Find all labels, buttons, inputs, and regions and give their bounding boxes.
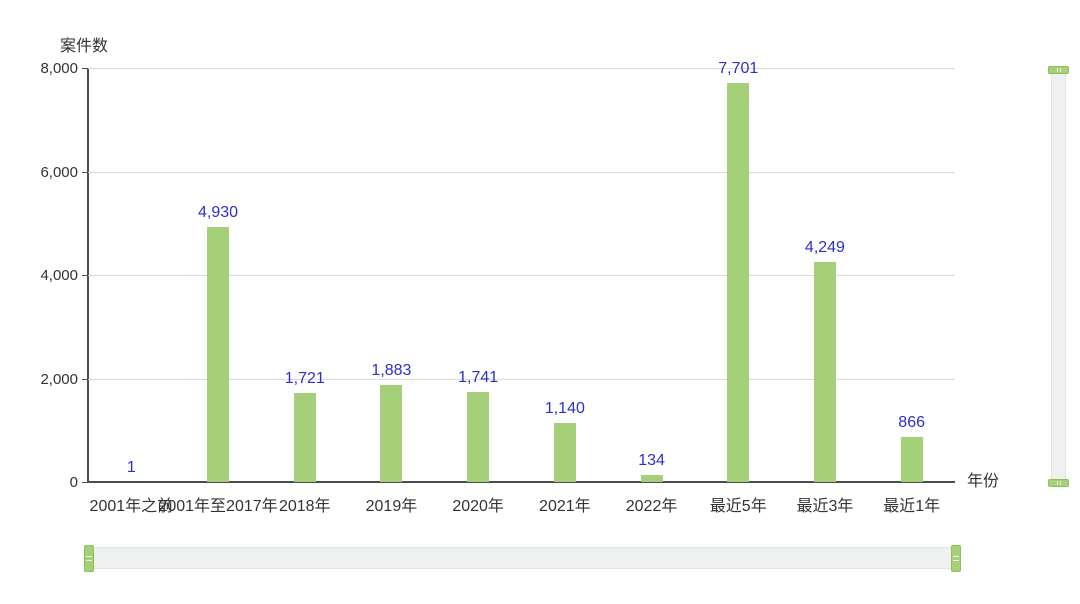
y-axis-tick-mark [82, 171, 88, 173]
bar-最近3年 [813, 262, 836, 482]
bar-value-label: 1,883 [371, 361, 412, 379]
bar-最近1年 [900, 437, 923, 482]
bar-2001年至2017年 [207, 226, 230, 482]
x-axis-title: 年份 [967, 473, 1000, 490]
datazoom-vertical-bottom-handle[interactable] [1048, 479, 1069, 487]
bar-2020年 [467, 391, 490, 482]
y-axis-tick-label: 8,000 [40, 60, 78, 77]
bar-value-label: 1,741 [458, 368, 499, 386]
y-axis-tick-mark [82, 275, 88, 276]
x-axis-tick-label: 最近1年 [883, 498, 941, 515]
bar-value-label: 1 [126, 458, 136, 476]
bar-2018年 [293, 392, 316, 482]
y-axis-tick-label: 2,000 [40, 370, 78, 388]
datazoom-slider-horizontal[interactable] [88, 547, 956, 569]
y-axis-tick-label: 6,000 [40, 163, 78, 181]
bar-value-label: 4,930 [198, 203, 239, 221]
x-axis-line [87, 481, 955, 483]
bar-value-label: 1,140 [544, 400, 585, 417]
datazoom-horizontal-left-handle[interactable] [84, 545, 94, 572]
datazoom-slider-vertical[interactable] [1051, 70, 1066, 483]
y-axis-title: 案件数 [60, 38, 109, 55]
bar-2022年 [640, 475, 663, 482]
x-axis-tick-label: 2001年至2017年 [158, 498, 278, 515]
gridline [88, 378, 955, 380]
bar-value-label: 866 [898, 414, 925, 432]
x-axis-tick-label: 2019年 [365, 498, 418, 515]
bar-value-label: 1,721 [284, 369, 325, 387]
bar-value-label: 134 [638, 452, 665, 470]
y-axis-tick-label: 4,000 [40, 267, 78, 284]
bar-最近5年 [727, 83, 750, 482]
x-axis-tick-label: 最近5年 [709, 498, 767, 515]
x-axis-tick-label: 2001年之前 [89, 498, 174, 515]
x-axis-tick-label: 2022年 [625, 498, 678, 515]
bar-2021年 [553, 423, 576, 482]
bar-value-label: 4,249 [804, 239, 845, 257]
y-axis-tick-mark [82, 378, 88, 380]
y-axis-tick-label: 0 [69, 474, 78, 491]
plot-area [88, 68, 955, 482]
bar-2019年 [380, 384, 403, 482]
datazoom-vertical-top-handle[interactable] [1048, 66, 1069, 74]
x-axis-tick-label: 最近3年 [796, 498, 854, 515]
x-axis-tick-label: 2018年 [278, 498, 331, 515]
x-axis-tick-label: 2021年 [539, 498, 591, 515]
y-axis-tick-mark [82, 68, 88, 69]
datazoom-horizontal-right-handle[interactable] [951, 545, 961, 572]
gridline [88, 275, 955, 276]
gridline [88, 68, 955, 69]
bar-value-label: 7,701 [718, 60, 759, 78]
x-axis-tick-label: 2020年 [452, 498, 504, 515]
y-axis-tick-mark [82, 482, 88, 483]
gridline [88, 171, 955, 173]
